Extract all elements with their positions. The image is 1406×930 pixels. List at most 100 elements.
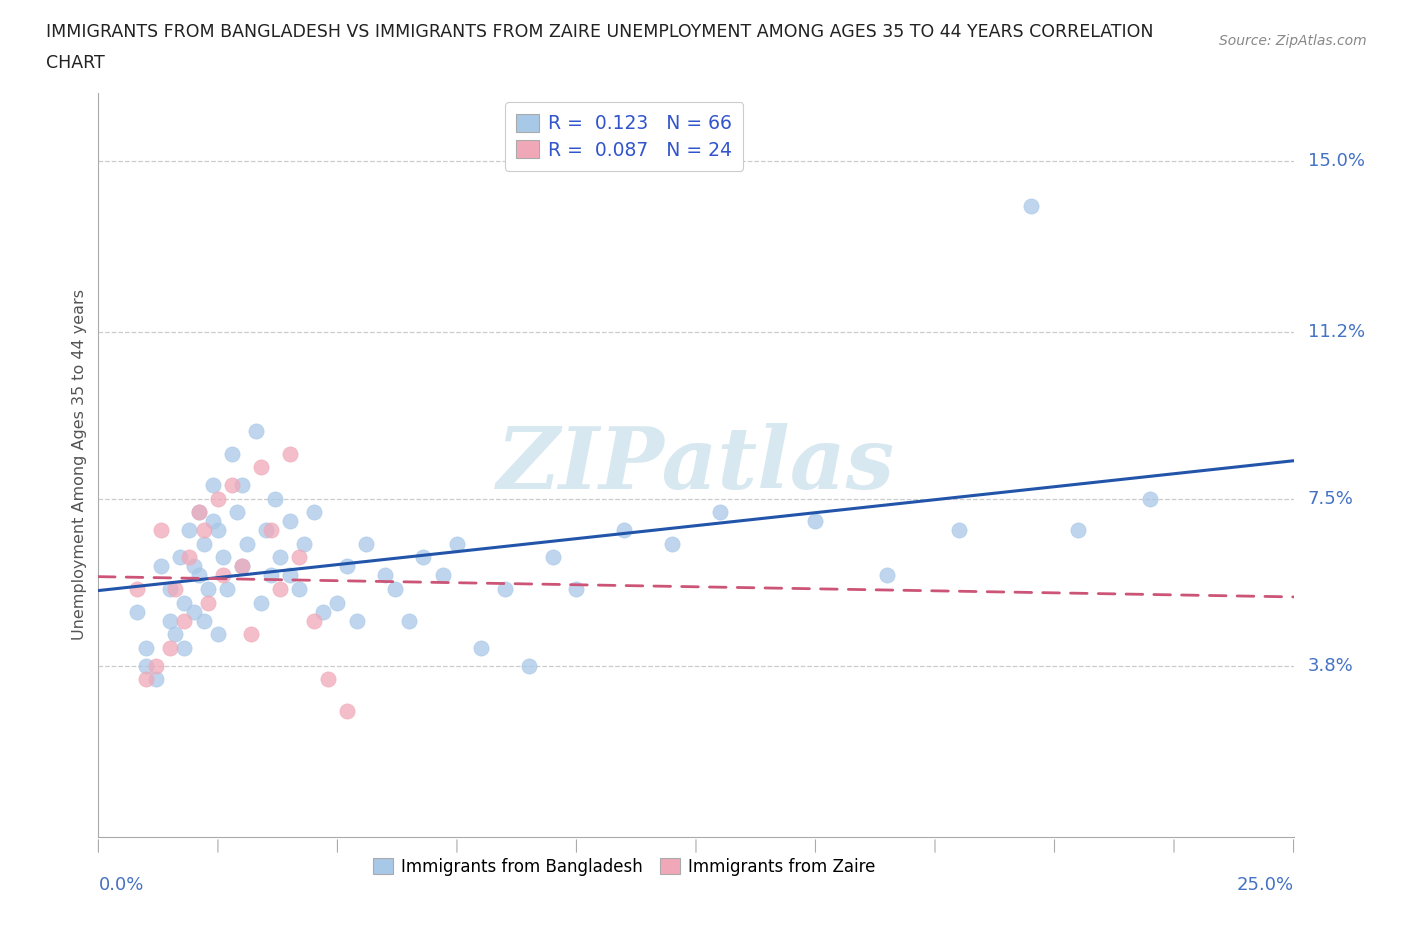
Point <box>226 505 249 520</box>
Point <box>211 568 233 583</box>
Point <box>221 478 243 493</box>
Point <box>245 424 267 439</box>
Point <box>613 523 636 538</box>
Point <box>179 523 201 538</box>
Point <box>302 505 325 520</box>
Point <box>193 537 215 551</box>
Point <box>336 703 359 718</box>
Point <box>709 505 731 520</box>
Point <box>207 491 229 506</box>
Text: IMMIGRANTS FROM BANGLADESH VS IMMIGRANTS FROM ZAIRE UNEMPLOYMENT AMONG AGES 35 T: IMMIGRANTS FROM BANGLADESH VS IMMIGRANTS… <box>46 23 1154 41</box>
Point <box>269 581 291 596</box>
Point <box>173 613 195 628</box>
Point <box>316 671 339 686</box>
Text: ZIPatlas: ZIPatlas <box>496 423 896 507</box>
Point <box>217 581 239 596</box>
Point <box>661 537 683 551</box>
Text: 11.2%: 11.2% <box>1308 323 1365 341</box>
Point <box>135 640 157 655</box>
Point <box>494 581 516 596</box>
Point <box>250 595 273 610</box>
Point <box>159 640 181 655</box>
Point <box>432 568 454 583</box>
Point <box>259 523 281 538</box>
Point <box>207 627 229 642</box>
Point <box>412 550 434 565</box>
Point <box>193 523 215 538</box>
Point <box>231 559 253 574</box>
Text: 3.8%: 3.8% <box>1308 657 1354 674</box>
Point <box>197 595 219 610</box>
Point <box>326 595 349 610</box>
Point <box>183 604 205 619</box>
Point <box>173 595 195 610</box>
Point <box>254 523 277 538</box>
Point <box>149 523 172 538</box>
Point <box>231 478 253 493</box>
Point <box>264 491 287 506</box>
Point <box>163 581 186 596</box>
Point <box>159 613 181 628</box>
Point <box>159 581 181 596</box>
Point <box>278 446 301 461</box>
Point <box>1067 523 1090 538</box>
Point <box>312 604 335 619</box>
Text: Source: ZipAtlas.com: Source: ZipAtlas.com <box>1219 34 1367 48</box>
Point <box>193 613 215 628</box>
Point <box>250 459 273 474</box>
Point <box>149 559 172 574</box>
Text: 15.0%: 15.0% <box>1308 152 1365 169</box>
Text: 25.0%: 25.0% <box>1236 876 1294 894</box>
Point <box>876 568 898 583</box>
Point <box>446 537 468 551</box>
Point <box>292 537 315 551</box>
Point <box>278 514 301 529</box>
Point <box>948 523 970 538</box>
Point <box>221 446 243 461</box>
Text: 7.5%: 7.5% <box>1308 490 1354 508</box>
Point <box>1139 491 1161 506</box>
Point <box>211 550 233 565</box>
Point <box>470 640 492 655</box>
Point <box>135 671 157 686</box>
Point <box>240 627 263 642</box>
Point <box>804 514 827 529</box>
Point <box>179 550 201 565</box>
Point <box>163 627 186 642</box>
Point <box>565 581 588 596</box>
Point <box>288 550 311 565</box>
Point <box>384 581 406 596</box>
Point <box>288 581 311 596</box>
Point <box>336 559 359 574</box>
Point <box>1019 198 1042 213</box>
Point <box>145 658 167 673</box>
Point <box>202 478 225 493</box>
Point <box>374 568 396 583</box>
Point <box>135 658 157 673</box>
Point <box>187 505 209 520</box>
Point <box>125 604 148 619</box>
Point <box>517 658 540 673</box>
Point <box>173 640 195 655</box>
Point <box>269 550 291 565</box>
Point <box>187 568 209 583</box>
Point <box>169 550 191 565</box>
Text: CHART: CHART <box>46 54 105 72</box>
Point <box>398 613 420 628</box>
Point <box>235 537 257 551</box>
Point <box>346 613 368 628</box>
Point <box>183 559 205 574</box>
Point <box>202 514 225 529</box>
Legend: R =  0.123   N = 66, R =  0.087   N = 24: R = 0.123 N = 66, R = 0.087 N = 24 <box>505 102 744 171</box>
Text: 0.0%: 0.0% <box>98 876 143 894</box>
Point <box>187 505 209 520</box>
Point <box>541 550 564 565</box>
Point <box>207 523 229 538</box>
Point <box>145 671 167 686</box>
Y-axis label: Unemployment Among Ages 35 to 44 years: Unemployment Among Ages 35 to 44 years <box>72 289 87 641</box>
Point <box>231 559 253 574</box>
Point <box>259 568 281 583</box>
Point <box>278 568 301 583</box>
Point <box>302 613 325 628</box>
Point <box>197 581 219 596</box>
